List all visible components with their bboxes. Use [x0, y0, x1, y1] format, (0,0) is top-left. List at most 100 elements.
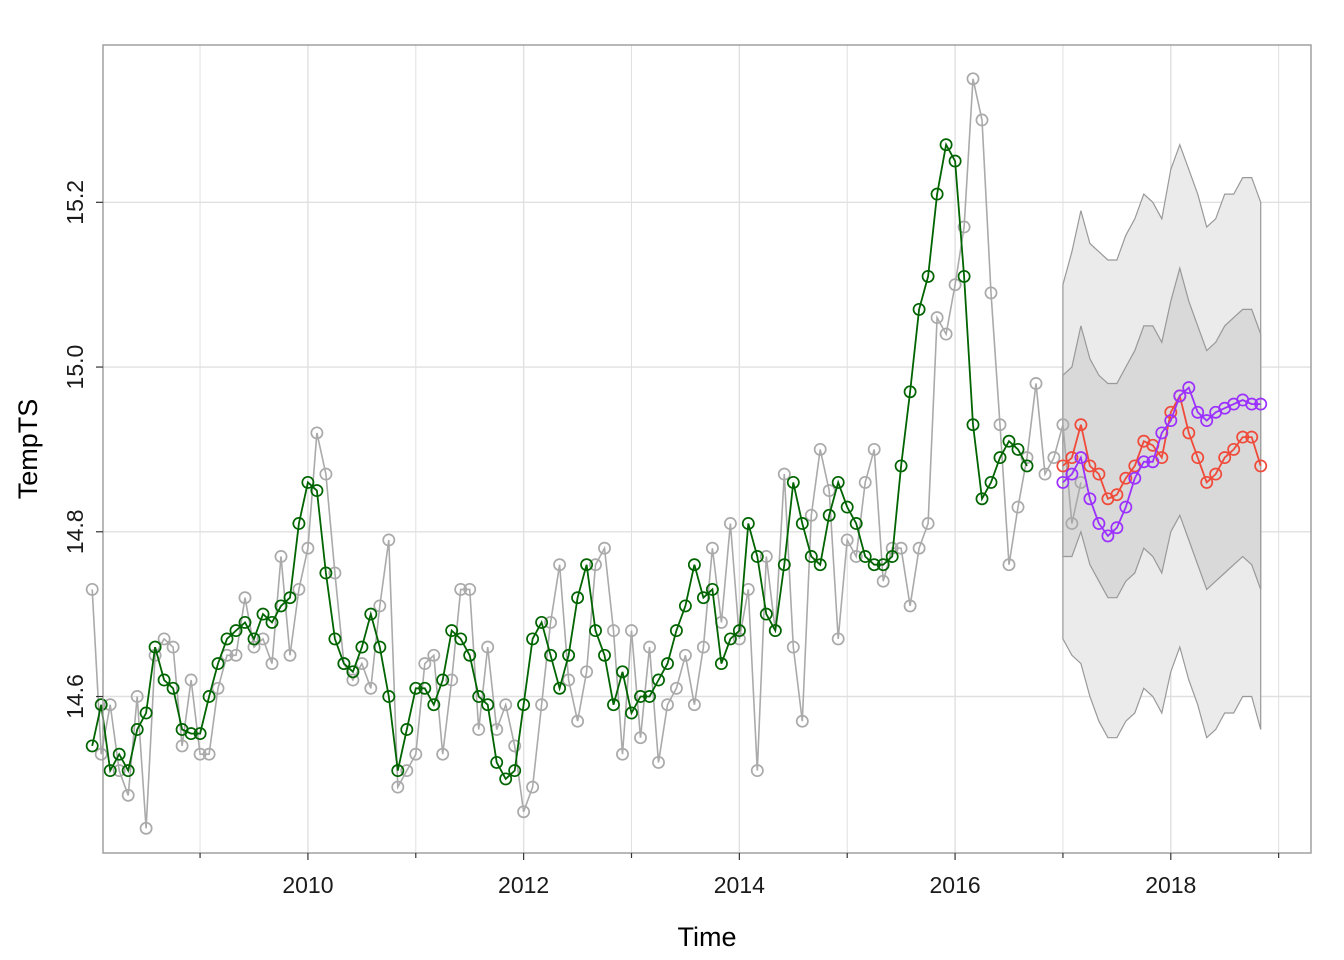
data-point: [669, 681, 683, 695]
data-point: [849, 517, 863, 530]
data-point: [166, 640, 180, 654]
data-point: [885, 550, 899, 563]
data-point: [813, 442, 827, 456]
data-point: [804, 508, 818, 522]
data-point: [957, 220, 971, 234]
x-tick-label: 2014: [714, 872, 765, 898]
data-point: [741, 517, 755, 530]
data-point: [166, 681, 180, 695]
x-tick-label: 2018: [1145, 872, 1196, 898]
data-point: [85, 582, 99, 596]
data-point: [705, 582, 719, 596]
data-point: [696, 591, 710, 605]
data-point: [678, 599, 692, 613]
data-point: [571, 714, 585, 728]
data-point: [256, 632, 270, 646]
data-point: [1047, 451, 1061, 465]
data-point: [759, 550, 773, 563]
data-point: [921, 517, 935, 530]
x-tick-label: 2010: [282, 872, 333, 898]
data-point: [598, 648, 611, 662]
data-point: [849, 550, 863, 563]
data-point: [669, 624, 683, 638]
data-point: [1209, 467, 1223, 481]
data-point: [1038, 467, 1052, 481]
data-point: [894, 541, 908, 555]
data-point: [678, 648, 692, 662]
data-point: [652, 755, 665, 769]
series-forecast-red: [1056, 389, 1268, 506]
data-point: [94, 747, 108, 761]
data-point: [463, 582, 477, 596]
data-point: [1029, 377, 1043, 390]
data-point: [562, 673, 576, 687]
data-point: [1227, 442, 1241, 456]
data-point: [598, 541, 611, 555]
data-point: [391, 764, 405, 778]
data-point: [400, 764, 414, 778]
data-point: [508, 764, 522, 778]
data-point: [1083, 459, 1097, 473]
data-point: [993, 418, 1007, 432]
data-point: [1254, 397, 1268, 411]
data-point: [247, 632, 261, 646]
data-point: [616, 665, 629, 679]
data-point: [1254, 459, 1268, 473]
data-point: [1137, 455, 1151, 469]
data-point: [1119, 471, 1133, 485]
data-point: [1245, 397, 1259, 411]
data-point: [121, 764, 135, 778]
data-point: [499, 698, 513, 712]
data-point: [310, 484, 324, 498]
data-point: [948, 278, 962, 292]
data-point: [319, 566, 333, 580]
data-point: [1002, 558, 1016, 572]
data-point: [229, 648, 243, 662]
axes: 2010 2012 2014 2016 2018 14.6 14.8 15.0 15.2: [62, 180, 1280, 898]
data-point: [1065, 517, 1079, 530]
data-point: [238, 615, 252, 629]
data-point: [436, 673, 450, 687]
data-point: [373, 599, 387, 613]
data-point: [328, 632, 342, 646]
data-point: [283, 648, 297, 662]
data-point: [193, 727, 207, 741]
data-point: [858, 475, 872, 489]
data-point: [220, 632, 234, 646]
data-point: [436, 747, 450, 761]
data-point: [867, 442, 881, 456]
data-point: [229, 624, 243, 638]
data-point: [580, 558, 594, 572]
data-point: [139, 706, 153, 720]
data-point: [1056, 475, 1070, 489]
data-point: [1200, 414, 1214, 428]
data-point: [121, 788, 135, 802]
data-point: [696, 640, 710, 654]
data-point: [1110, 521, 1124, 535]
data-point: [391, 780, 405, 794]
data-point: [103, 764, 117, 778]
data-point: [409, 681, 423, 695]
data-point: [184, 727, 198, 741]
data-point: [1056, 418, 1070, 432]
data-point: [535, 698, 549, 712]
data-point: [481, 698, 495, 712]
data-point: [85, 739, 99, 753]
data-point: [975, 492, 989, 506]
data-point: [966, 72, 980, 86]
data-point: [750, 764, 764, 778]
data-point: [427, 698, 441, 712]
data-point: [643, 640, 656, 654]
data-point: [112, 747, 126, 761]
data-point: [346, 673, 360, 687]
data-point: [903, 599, 917, 613]
data-point: [822, 484, 836, 498]
data-point: [625, 706, 638, 720]
data-point: [175, 739, 189, 753]
data-point: [1191, 451, 1205, 465]
y-axis-title: TempTS: [13, 399, 43, 500]
data-point: [292, 582, 306, 596]
data-point: [382, 533, 396, 547]
data-point: [364, 607, 378, 621]
data-point: [292, 517, 306, 530]
